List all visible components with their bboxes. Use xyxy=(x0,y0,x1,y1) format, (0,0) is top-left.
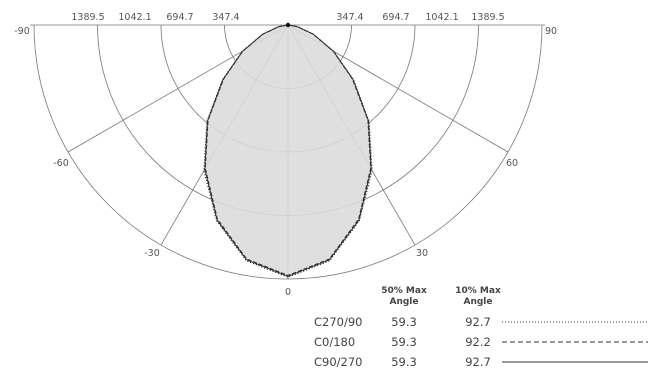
legend-half-max: 59.3 xyxy=(391,355,417,369)
radial-tick-label: 1389.5 xyxy=(71,12,104,23)
legend-tenth-max: 92.7 xyxy=(465,355,491,369)
angle-tick-label: 60 xyxy=(506,158,518,169)
radial-tick-label: 347.4 xyxy=(212,12,239,23)
series-curve xyxy=(204,24,372,277)
angle-tick-label: 0 xyxy=(285,287,291,298)
legend-tenth-max: 92.7 xyxy=(465,315,491,329)
header-50-max-line2: Angle xyxy=(389,297,418,307)
header-10-max-line1: 10% Max xyxy=(455,286,501,296)
legend-table: 50% Max Angle 10% Max Angle C270/90 59.3… xyxy=(314,286,648,369)
origin-dot xyxy=(285,22,291,28)
header-50-max-line1: 50% Max xyxy=(381,286,427,296)
legend-name: C90/270 xyxy=(314,355,363,369)
radial-tick-label: 694.7 xyxy=(166,12,193,23)
polar-labels: 1389.5 1042.1 694.7 347.4 347.4 694.7 1042.1 13… xyxy=(14,12,557,298)
polar-curves xyxy=(203,22,373,278)
angle-tick-label: 30 xyxy=(416,248,428,259)
legend-tenth-max: 92.2 xyxy=(465,335,491,349)
legend-name: C270/90 xyxy=(314,315,363,329)
radial-tick-label: 1042.1 xyxy=(425,12,458,23)
angle-tick-label: 90 xyxy=(545,26,557,37)
angle-tick-label: -60 xyxy=(53,158,69,169)
series-curve-outline xyxy=(204,24,372,276)
angle-tick-label: -90 xyxy=(14,26,30,37)
legend-half-max: 59.3 xyxy=(391,315,417,329)
radial-tick-label: 347.4 xyxy=(336,12,363,23)
legend-name: C0/180 xyxy=(314,335,355,349)
radial-tick-label: 694.7 xyxy=(382,12,409,23)
angle-tick-label: -30 xyxy=(144,248,160,259)
radial-tick-label: 1389.5 xyxy=(471,12,504,23)
legend-half-max: 59.3 xyxy=(391,335,417,349)
radial-tick-label: 1042.1 xyxy=(118,12,151,23)
header-10-max-line2: Angle xyxy=(463,297,492,307)
